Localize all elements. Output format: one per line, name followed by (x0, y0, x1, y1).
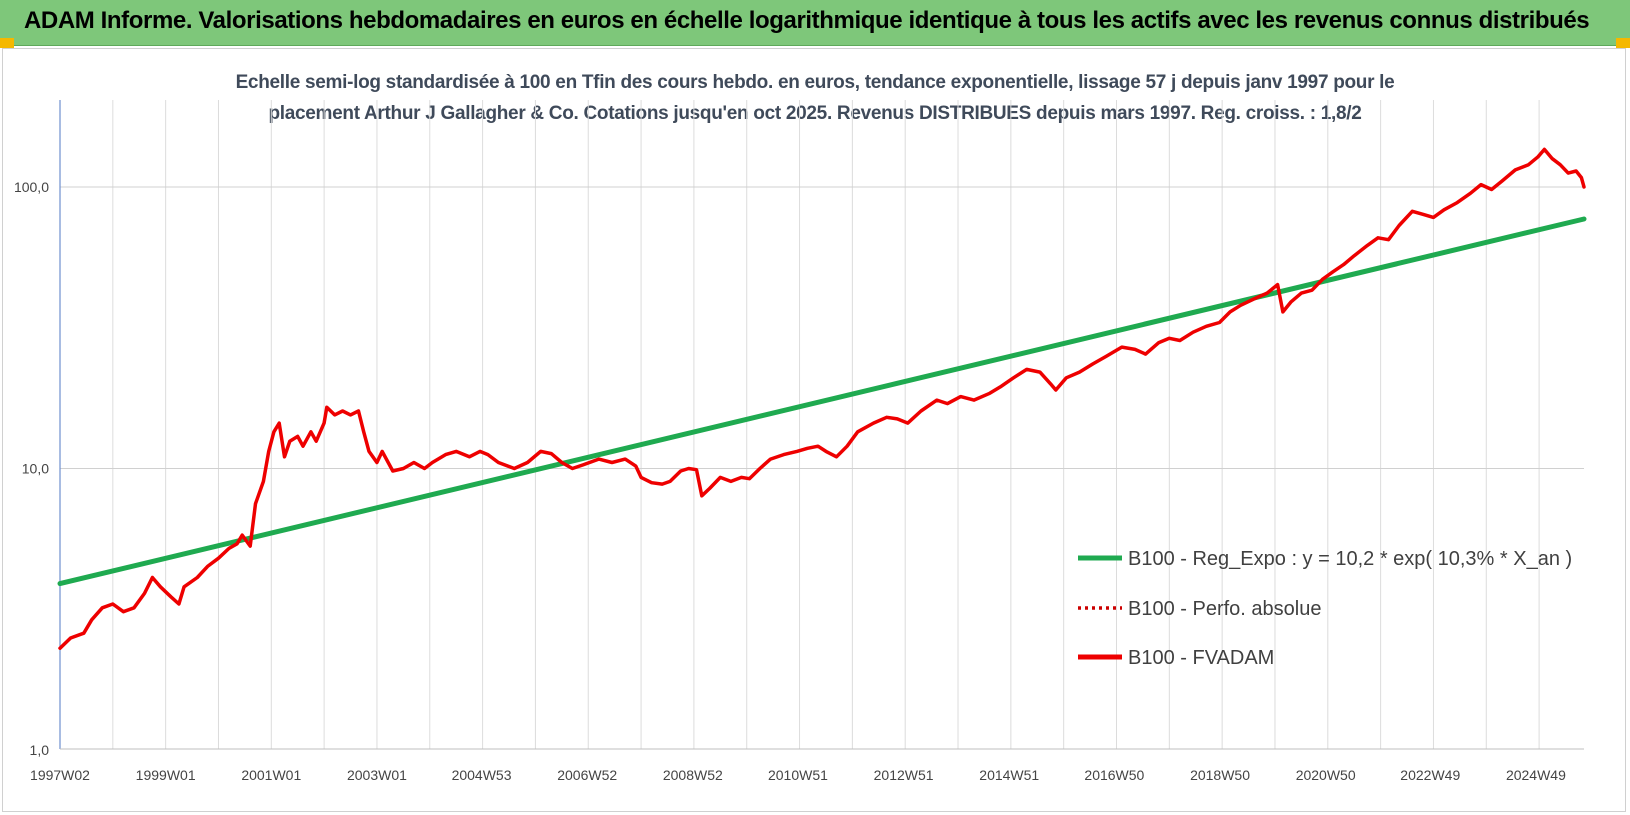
x-tick-label-4: 2004W53 (452, 767, 512, 783)
header-banner: ADAM Informe. Valorisations hebdomadaire… (0, 0, 1630, 46)
y-tick-label-2: 1,0 (30, 742, 50, 758)
legend-label-1: B100 - Perfo. absolue (1128, 598, 1321, 620)
legend-label-2: B100 - FVADAM (1128, 647, 1274, 669)
x-tick-label-0: 1997W02 (30, 767, 90, 783)
x-tick-label-8: 2012W51 (874, 767, 934, 783)
y-tick-label-1: 10,0 (22, 461, 49, 477)
x-tick-label-11: 2018W50 (1190, 767, 1250, 783)
x-tick-label-3: 2003W01 (347, 767, 407, 783)
x-tick-label-6: 2008W52 (663, 767, 723, 783)
series-line-0 (57, 216, 1587, 587)
y-tick-label-0: 100,0 (14, 179, 49, 195)
x-tick-label-12: 2020W50 (1296, 767, 1356, 783)
x-tick-label-5: 2006W52 (557, 767, 617, 783)
chart-title-line-1: Echelle semi-log standardisée à 100 en T… (235, 72, 1395, 93)
chart-frame (2, 48, 1626, 812)
page-title: ADAM Informe. Valorisations hebdomadaire… (24, 7, 1590, 34)
corner-marker-right (1616, 38, 1630, 48)
x-tick-label-10: 2016W50 (1084, 767, 1144, 783)
chart-title-line-2: placement Arthur J Gallagher & Co. Cotat… (268, 103, 1362, 124)
x-tick-label-13: 2022W49 (1400, 767, 1460, 783)
x-tick-label-2: 2001W01 (241, 767, 301, 783)
x-tick-label-9: 2014W51 (979, 767, 1039, 783)
series-line-2 (58, 147, 1586, 650)
x-tick-label-7: 2010W51 (768, 767, 828, 783)
legend-label-0: B100 - Reg_Expo : y = 10,2 * exp( 10,3% … (1128, 548, 1572, 570)
corner-marker-left (0, 38, 14, 48)
x-tick-label-1: 1999W01 (136, 767, 196, 783)
x-tick-label-14: 2024W49 (1506, 767, 1566, 783)
